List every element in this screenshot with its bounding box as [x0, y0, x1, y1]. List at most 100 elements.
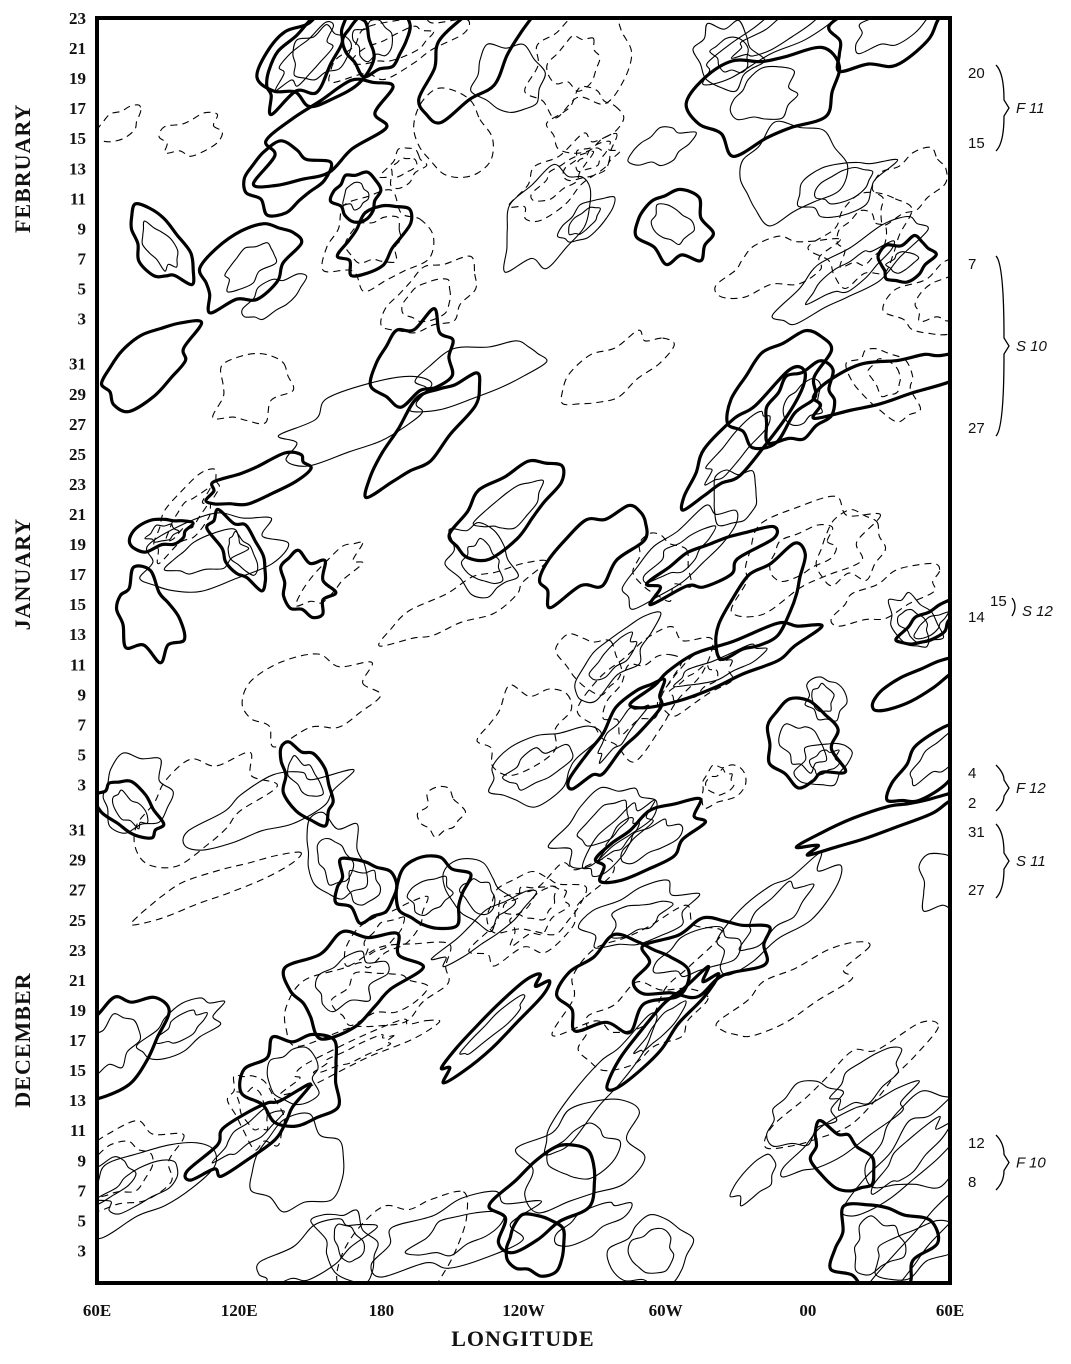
y-tick-label: 23 — [69, 475, 86, 494]
y-tick-label: 29 — [69, 385, 86, 404]
y-tick-label: 31 — [69, 355, 86, 374]
y-tick-label: 21 — [69, 39, 86, 58]
contour — [350, 25, 435, 65]
contour — [459, 994, 526, 1056]
contour — [379, 147, 428, 190]
y-tick-label: 27 — [69, 881, 87, 900]
contour — [139, 512, 290, 593]
annotation-name: F 10 — [1016, 1155, 1046, 1172]
contour — [404, 1210, 505, 1257]
contour-field — [97, 18, 950, 1283]
contour — [918, 852, 950, 912]
contour — [460, 537, 504, 585]
contour — [292, 24, 352, 81]
contour — [97, 1120, 185, 1212]
annotation-bottom: 27 — [968, 882, 985, 899]
contour — [351, 19, 394, 63]
contour — [876, 233, 938, 284]
month-label: FEBRUARY — [10, 104, 35, 233]
x-tick-label: 60E — [83, 1301, 111, 1320]
contour — [716, 851, 843, 976]
contour — [729, 1153, 777, 1207]
contour — [593, 796, 708, 885]
contour — [242, 139, 334, 218]
contour — [111, 789, 149, 830]
y-tick-label: 9 — [78, 219, 87, 238]
contour — [725, 328, 834, 451]
contour — [249, 1112, 345, 1213]
bracket — [995, 764, 1010, 812]
contour — [568, 206, 601, 236]
contour — [97, 1159, 179, 1215]
contour — [344, 215, 402, 264]
contour — [555, 932, 691, 1035]
x-tick-label: 120E — [221, 1301, 258, 1320]
contour — [882, 258, 950, 336]
y-tick-label: 27 — [69, 415, 87, 434]
y-tick-label: 3 — [78, 310, 87, 329]
contour — [597, 704, 650, 764]
y-tick-label: 29 — [69, 851, 86, 870]
y-tick-label: 11 — [70, 655, 86, 674]
contour — [153, 468, 220, 565]
contour — [141, 220, 179, 272]
contour — [551, 904, 723, 1037]
contour — [668, 663, 719, 702]
contour — [853, 1215, 907, 1276]
annotation-bottom: 14 — [968, 609, 985, 626]
contour — [597, 817, 640, 862]
contour — [588, 631, 638, 681]
contour — [709, 36, 749, 74]
contour — [211, 1107, 285, 1164]
y-tick-label: 25 — [69, 445, 86, 464]
contour — [704, 410, 771, 486]
y-tick-label: 11 — [70, 189, 86, 208]
contour — [530, 150, 595, 202]
contour — [715, 941, 871, 1038]
contour — [417, 18, 534, 125]
contour — [633, 1000, 687, 1055]
x-tick-label: 60W — [649, 1301, 683, 1320]
contour — [628, 620, 824, 710]
contour — [913, 611, 949, 640]
y-tick-label: 9 — [78, 685, 87, 704]
annotation-top: 15 — [990, 593, 1007, 610]
y-tick-label: 5 — [78, 745, 87, 764]
contour — [627, 1227, 675, 1274]
contour — [610, 900, 674, 939]
y-tick-label: 3 — [78, 1241, 87, 1260]
contour — [316, 837, 355, 886]
contour — [488, 725, 602, 808]
contour — [807, 191, 913, 290]
contour — [576, 626, 714, 763]
contour — [796, 158, 899, 219]
contour — [97, 1156, 137, 1206]
bracket — [995, 64, 1010, 152]
contour — [486, 870, 588, 936]
y-tick-label: 19 — [69, 69, 86, 88]
month-label: DECEMBER — [10, 972, 35, 1107]
contour — [97, 104, 142, 143]
bracket — [995, 255, 1010, 437]
contour — [470, 43, 546, 113]
annotation-bottom: 8 — [968, 1174, 976, 1191]
y-tick-label: 15 — [69, 1061, 86, 1080]
contour — [656, 648, 734, 717]
x-tick-label: 00 — [799, 1301, 816, 1320]
contour — [650, 203, 696, 246]
contour — [577, 879, 701, 949]
contour — [815, 509, 887, 587]
contour — [633, 187, 715, 267]
y-tick-label: 7 — [78, 1181, 87, 1200]
bracket — [995, 823, 1010, 899]
contour — [459, 878, 496, 916]
annotation-name: S 10 — [1016, 338, 1048, 355]
contour — [328, 170, 383, 224]
contour — [295, 541, 364, 607]
contour — [581, 799, 656, 878]
y-tick-label: 13 — [69, 1091, 86, 1110]
contour — [328, 18, 471, 84]
annotation-bottom: 2 — [968, 795, 976, 812]
contour — [714, 235, 841, 300]
contour — [129, 202, 196, 287]
